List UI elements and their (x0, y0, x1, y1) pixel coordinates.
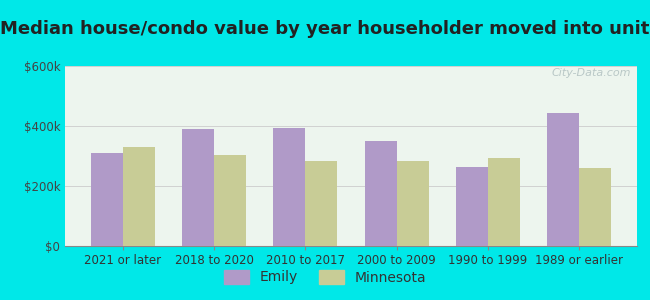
Bar (547, 112, 579, 246)
Bar (214, 154, 246, 246)
Text: Median house/condo value by year householder moved into unit: Median house/condo value by year househo… (0, 20, 650, 38)
Bar (579, 168, 611, 246)
Bar (456, 167, 488, 246)
Bar (488, 158, 520, 246)
Bar (123, 147, 155, 246)
Bar (396, 160, 428, 246)
Bar (182, 129, 214, 246)
Bar (306, 160, 337, 246)
Bar (365, 141, 396, 246)
Text: City-Data.com: City-Data.com (552, 68, 631, 78)
Bar (91, 153, 123, 246)
Legend: Emily, Minnesota: Emily, Minnesota (218, 264, 432, 290)
Bar (274, 128, 305, 246)
